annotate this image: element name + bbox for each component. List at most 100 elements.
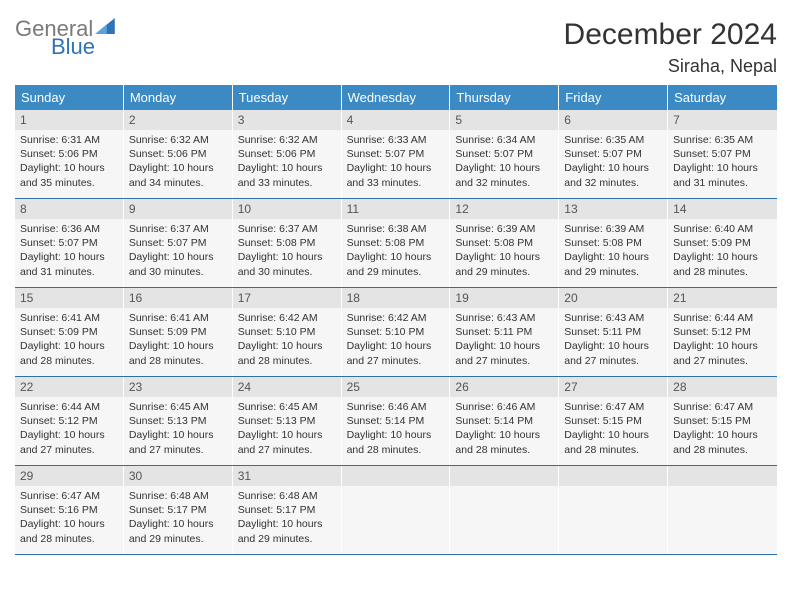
day-cell: 27Sunrise: 6:47 AMSunset: 5:15 PMDayligh… xyxy=(559,377,668,465)
day-number xyxy=(342,466,450,486)
day-cell: 6Sunrise: 6:35 AMSunset: 5:07 PMDaylight… xyxy=(559,110,668,198)
daylight-text: Daylight: 10 hours and 27 minutes. xyxy=(129,428,227,456)
day-number: 3 xyxy=(233,110,341,130)
day-number: 5 xyxy=(450,110,558,130)
day-body: Sunrise: 6:37 AMSunset: 5:07 PMDaylight:… xyxy=(124,219,232,287)
day-number: 21 xyxy=(668,288,777,308)
day-number: 23 xyxy=(124,377,232,397)
daylight-text: Daylight: 10 hours and 30 minutes. xyxy=(238,250,336,278)
day-number: 26 xyxy=(450,377,558,397)
logo: GeneralBlue xyxy=(15,18,115,58)
day-cell: 1Sunrise: 6:31 AMSunset: 5:06 PMDaylight… xyxy=(15,110,124,198)
day-body xyxy=(450,486,558,554)
day-cell: 19Sunrise: 6:43 AMSunset: 5:11 PMDayligh… xyxy=(450,288,559,376)
day-cell: 22Sunrise: 6:44 AMSunset: 5:12 PMDayligh… xyxy=(15,377,124,465)
day-body: Sunrise: 6:45 AMSunset: 5:13 PMDaylight:… xyxy=(124,397,232,465)
day-body: Sunrise: 6:40 AMSunset: 5:09 PMDaylight:… xyxy=(668,219,777,287)
calendar: Sunday Monday Tuesday Wednesday Thursday… xyxy=(15,85,777,555)
day-number: 20 xyxy=(559,288,667,308)
week-row: 22Sunrise: 6:44 AMSunset: 5:12 PMDayligh… xyxy=(15,377,777,466)
day-cell: 8Sunrise: 6:36 AMSunset: 5:07 PMDaylight… xyxy=(15,199,124,287)
sunrise-text: Sunrise: 6:43 AM xyxy=(564,311,662,325)
sunset-text: Sunset: 5:09 PM xyxy=(673,236,772,250)
sunrise-text: Sunrise: 6:41 AM xyxy=(20,311,118,325)
day-cell: 11Sunrise: 6:38 AMSunset: 5:08 PMDayligh… xyxy=(342,199,451,287)
sunset-text: Sunset: 5:17 PM xyxy=(238,503,336,517)
sunrise-text: Sunrise: 6:37 AM xyxy=(238,222,336,236)
day-body: Sunrise: 6:42 AMSunset: 5:10 PMDaylight:… xyxy=(342,308,450,376)
sunset-text: Sunset: 5:17 PM xyxy=(129,503,227,517)
sunset-text: Sunset: 5:10 PM xyxy=(347,325,445,339)
location: Siraha, Nepal xyxy=(564,56,777,77)
daylight-text: Daylight: 10 hours and 31 minutes. xyxy=(673,161,772,189)
sunset-text: Sunset: 5:07 PM xyxy=(564,147,662,161)
sunrise-text: Sunrise: 6:33 AM xyxy=(347,133,445,147)
day-body: Sunrise: 6:43 AMSunset: 5:11 PMDaylight:… xyxy=(559,308,667,376)
day-body: Sunrise: 6:38 AMSunset: 5:08 PMDaylight:… xyxy=(342,219,450,287)
sunrise-text: Sunrise: 6:43 AM xyxy=(455,311,553,325)
sunrise-text: Sunrise: 6:32 AM xyxy=(238,133,336,147)
sunrise-text: Sunrise: 6:45 AM xyxy=(238,400,336,414)
day-number: 10 xyxy=(233,199,341,219)
sunset-text: Sunset: 5:08 PM xyxy=(455,236,553,250)
day-cell: 29Sunrise: 6:47 AMSunset: 5:16 PMDayligh… xyxy=(15,466,124,554)
day-number: 9 xyxy=(124,199,232,219)
sunrise-text: Sunrise: 6:37 AM xyxy=(129,222,227,236)
sunrise-text: Sunrise: 6:44 AM xyxy=(20,400,118,414)
sunset-text: Sunset: 5:15 PM xyxy=(673,414,772,428)
sunset-text: Sunset: 5:07 PM xyxy=(347,147,445,161)
daylight-text: Daylight: 10 hours and 29 minutes. xyxy=(129,517,227,545)
day-body: Sunrise: 6:36 AMSunset: 5:07 PMDaylight:… xyxy=(15,219,123,287)
day-number: 22 xyxy=(15,377,123,397)
day-body: Sunrise: 6:39 AMSunset: 5:08 PMDaylight:… xyxy=(450,219,558,287)
day-body: Sunrise: 6:46 AMSunset: 5:14 PMDaylight:… xyxy=(342,397,450,465)
day-body: Sunrise: 6:31 AMSunset: 5:06 PMDaylight:… xyxy=(15,130,123,198)
weekday-header: Saturday xyxy=(668,85,777,110)
daylight-text: Daylight: 10 hours and 27 minutes. xyxy=(347,339,445,367)
day-number: 2 xyxy=(124,110,232,130)
daylight-text: Daylight: 10 hours and 30 minutes. xyxy=(129,250,227,278)
day-number: 15 xyxy=(15,288,123,308)
day-number xyxy=(559,466,667,486)
logo-word2: Blue xyxy=(51,36,115,58)
weekday-header: Thursday xyxy=(450,85,559,110)
sunset-text: Sunset: 5:06 PM xyxy=(20,147,118,161)
day-cell: 17Sunrise: 6:42 AMSunset: 5:10 PMDayligh… xyxy=(233,288,342,376)
day-number xyxy=(668,466,777,486)
sunset-text: Sunset: 5:12 PM xyxy=(673,325,772,339)
sunset-text: Sunset: 5:09 PM xyxy=(20,325,118,339)
title-block: December 2024 Siraha, Nepal xyxy=(564,18,777,77)
day-number: 29 xyxy=(15,466,123,486)
day-cell xyxy=(559,466,668,554)
day-cell: 7Sunrise: 6:35 AMSunset: 5:07 PMDaylight… xyxy=(668,110,777,198)
sunrise-text: Sunrise: 6:41 AM xyxy=(129,311,227,325)
day-cell xyxy=(450,466,559,554)
day-cell xyxy=(668,466,777,554)
sunset-text: Sunset: 5:07 PM xyxy=(673,147,772,161)
sunset-text: Sunset: 5:14 PM xyxy=(347,414,445,428)
logo-sail-icon xyxy=(95,18,115,38)
day-cell: 21Sunrise: 6:44 AMSunset: 5:12 PMDayligh… xyxy=(668,288,777,376)
weekday-header: Friday xyxy=(559,85,668,110)
sunrise-text: Sunrise: 6:39 AM xyxy=(564,222,662,236)
daylight-text: Daylight: 10 hours and 27 minutes. xyxy=(20,428,118,456)
day-number: 16 xyxy=(124,288,232,308)
day-body: Sunrise: 6:43 AMSunset: 5:11 PMDaylight:… xyxy=(450,308,558,376)
sunrise-text: Sunrise: 6:48 AM xyxy=(238,489,336,503)
day-body: Sunrise: 6:35 AMSunset: 5:07 PMDaylight:… xyxy=(559,130,667,198)
weekday-header: Tuesday xyxy=(233,85,342,110)
day-cell: 28Sunrise: 6:47 AMSunset: 5:15 PMDayligh… xyxy=(668,377,777,465)
day-number: 31 xyxy=(233,466,341,486)
daylight-text: Daylight: 10 hours and 28 minutes. xyxy=(238,339,336,367)
sunset-text: Sunset: 5:08 PM xyxy=(238,236,336,250)
day-cell: 14Sunrise: 6:40 AMSunset: 5:09 PMDayligh… xyxy=(668,199,777,287)
daylight-text: Daylight: 10 hours and 32 minutes. xyxy=(455,161,553,189)
sunrise-text: Sunrise: 6:31 AM xyxy=(20,133,118,147)
day-cell: 26Sunrise: 6:46 AMSunset: 5:14 PMDayligh… xyxy=(450,377,559,465)
day-number: 30 xyxy=(124,466,232,486)
week-row: 29Sunrise: 6:47 AMSunset: 5:16 PMDayligh… xyxy=(15,466,777,555)
day-body: Sunrise: 6:48 AMSunset: 5:17 PMDaylight:… xyxy=(233,486,341,554)
daylight-text: Daylight: 10 hours and 28 minutes. xyxy=(20,517,118,545)
day-cell: 25Sunrise: 6:46 AMSunset: 5:14 PMDayligh… xyxy=(342,377,451,465)
daylight-text: Daylight: 10 hours and 32 minutes. xyxy=(564,161,662,189)
